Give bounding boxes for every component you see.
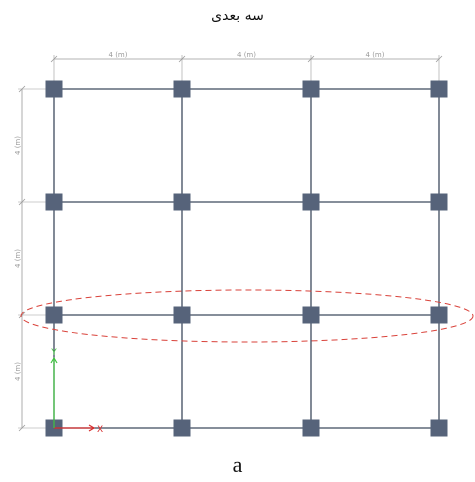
top-dimension-slash — [307, 55, 315, 63]
column-marker — [430, 306, 448, 324]
column-marker — [302, 306, 320, 324]
column-marker — [430, 419, 448, 437]
column-markers — [45, 80, 448, 437]
vertical-dimension-label: 4 (m) — [14, 362, 22, 381]
x-axis-arrowhead — [88, 424, 96, 432]
left-dimension-slash — [18, 85, 26, 93]
page-title: سه بعدی — [211, 8, 264, 24]
column-marker — [430, 193, 448, 211]
horizontal-dimension-label: 4 (m) — [366, 51, 385, 59]
y-axis-label: Y — [50, 348, 57, 358]
left-dimension-slash — [18, 311, 26, 319]
top-dimension-slash — [178, 55, 186, 63]
top-dimension-slash — [50, 55, 58, 63]
column-marker — [45, 193, 63, 211]
beam-grid — [53, 88, 440, 429]
figure-caption: a — [232, 452, 243, 477]
column-marker — [173, 419, 191, 437]
column-marker — [430, 80, 448, 98]
column-marker — [173, 80, 191, 98]
column-marker — [45, 80, 63, 98]
left-dimension-slash — [18, 198, 26, 206]
dimension-lines: 4 (m) 4 (m) 4 (m) 4 (m) 4 (m) 4 (m) — [14, 51, 443, 432]
column-marker — [45, 306, 63, 324]
horizontal-dimension-label: 4 (m) — [109, 51, 128, 59]
x-axis-label: X — [97, 425, 103, 435]
left-dimension-slash — [18, 424, 26, 432]
column-marker — [302, 419, 320, 437]
horizontal-dimension-label: 4 (m) — [237, 51, 256, 59]
top-dimension-slash — [435, 55, 443, 63]
column-marker — [173, 193, 191, 211]
column-marker — [173, 306, 191, 324]
vertical-dimension-label: 4 (m) — [14, 249, 22, 268]
highlight-ellipse — [20, 289, 474, 343]
axis-indicator: XY — [50, 348, 103, 435]
y-axis-arrowhead — [50, 356, 58, 364]
vertical-dimension-label: 4 (m) — [14, 136, 22, 155]
column-marker — [302, 193, 320, 211]
column-marker — [302, 80, 320, 98]
